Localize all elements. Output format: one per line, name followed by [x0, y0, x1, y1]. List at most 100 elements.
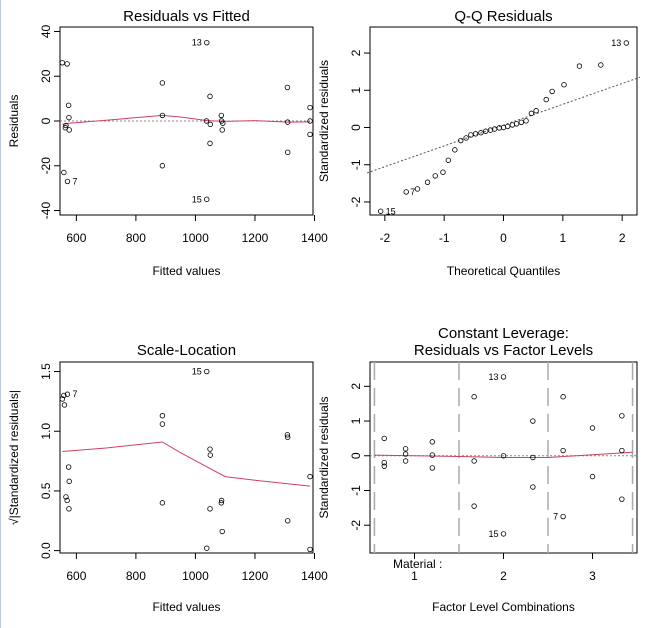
- p2-x-tick-label: 0: [500, 231, 507, 245]
- p1-data-point: [204, 196, 210, 203]
- p4-data-point: [560, 513, 566, 520]
- p1-point-label: 15: [192, 194, 202, 204]
- p3-data-point: [204, 545, 210, 551]
- p4-data-point: [619, 413, 625, 419]
- p2-data-point: [478, 130, 484, 136]
- p2-data-point: [533, 108, 539, 114]
- p3-data-point: [204, 368, 210, 375]
- p3-smoother-line: [62, 441, 311, 487]
- p1-data-point: [285, 149, 291, 156]
- p3-data-point: [307, 473, 313, 480]
- p4-data-point: [429, 439, 435, 445]
- p4-point-label: 7: [553, 512, 558, 522]
- p4-data-point: [429, 465, 435, 471]
- p3-data-point: [207, 446, 213, 452]
- p4-y-tick-label: 0: [349, 452, 363, 459]
- p2-data-point: [452, 147, 458, 153]
- p3-title: Scale-Location: [137, 342, 236, 359]
- p2-y-tick-label: -2: [349, 196, 363, 207]
- p4-y-axis-label: Standardized residuals: [317, 396, 331, 518]
- p1-data-point: [307, 104, 313, 111]
- p3-data-point: [159, 413, 166, 419]
- p4-x-axis-label: Factor Level Combinations: [432, 600, 575, 614]
- p1-data-point: [59, 60, 66, 66]
- p2-data-point: [403, 189, 409, 195]
- p1-data-point: [159, 80, 166, 86]
- p1-x-tick-label: 1400: [301, 231, 328, 245]
- p2-data-point: [463, 135, 469, 141]
- p1-point-label: 7: [72, 176, 77, 186]
- p3-frame: [59, 361, 314, 554]
- p1-point-label: 13: [192, 38, 202, 48]
- p3-data-point: [218, 500, 225, 506]
- p2-data-point: [549, 88, 555, 95]
- p1-x-axis-label: Fitted values: [152, 264, 220, 278]
- p1-data-point: [219, 127, 225, 133]
- p3-data-point: [63, 494, 69, 500]
- p2-data-point: [528, 110, 535, 117]
- p3-data-point: [207, 452, 214, 458]
- p3-data-point: [218, 497, 225, 504]
- p3-x-axis-label: Fitted values: [152, 600, 220, 614]
- p2-data-point: [561, 82, 567, 88]
- p4-title: Constant Leverage:: [438, 325, 569, 342]
- p2-data-point: [513, 121, 520, 127]
- p2-x-tick-label: 2: [619, 231, 626, 245]
- p2-data-point: [432, 173, 438, 179]
- p3-y-tick-label: 1.0: [39, 423, 53, 440]
- p4-data-point: [589, 473, 596, 480]
- p3-data-point: [61, 392, 67, 399]
- p1-data-point: [207, 93, 213, 100]
- p1-x-tick-label: 800: [126, 231, 146, 245]
- p3-data-point: [219, 528, 225, 535]
- p1-x-tick-label: 600: [66, 231, 86, 245]
- p3-y-tick-label: 0.5: [39, 482, 53, 499]
- p3-x-tick-label: 1000: [182, 569, 209, 583]
- p1-data-point: [285, 119, 291, 125]
- p2-data-point: [468, 132, 474, 138]
- p3-data-point: [285, 518, 291, 524]
- p3-data-point: [207, 506, 213, 512]
- p3-y-tick-label: 0.0: [39, 542, 53, 559]
- p1-y-tick-label: -20: [39, 157, 53, 175]
- p4-data-point: [381, 435, 387, 442]
- p1-data-point: [66, 127, 72, 133]
- p3-y-tick-label: 1.5: [39, 363, 53, 380]
- p2-data-point: [504, 123, 511, 130]
- p1-data-point: [159, 163, 166, 169]
- p2-y-tick-label: 0: [349, 124, 363, 131]
- p4-y-tick-label: 1: [349, 417, 363, 424]
- p4-data-point: [500, 374, 507, 380]
- p3-x-tick-label: 800: [126, 569, 146, 583]
- p1-data-point: [204, 39, 210, 46]
- p4-point-label: 15: [488, 529, 498, 539]
- p4-data-point: [500, 453, 507, 459]
- p1-data-point: [284, 84, 291, 91]
- p1-x-tick-label: 1200: [242, 231, 269, 245]
- p2-point-label: 15: [386, 206, 396, 216]
- p2-data-point: [440, 169, 446, 175]
- p2-data-point: [458, 137, 464, 144]
- p1-y-tick-label: 20: [39, 69, 53, 83]
- p2-data-point: [576, 63, 583, 69]
- p1-y-tick-label: -40: [39, 202, 53, 220]
- p2-data-point: [424, 179, 431, 185]
- p3-point-label: 15: [192, 367, 202, 377]
- p1-data-point: [62, 125, 69, 131]
- p3-x-tick-label: 600: [66, 569, 86, 583]
- p4-data-point: [381, 460, 387, 466]
- p4-smoother-line: [374, 451, 633, 458]
- p4-title-line2: Residuals vs Factor Levels: [414, 342, 593, 359]
- p4-data-point: [471, 503, 477, 509]
- p3-data-point: [159, 421, 166, 427]
- p2-data-point: [414, 186, 421, 192]
- p1-data-point: [307, 131, 313, 138]
- p1-data-point: [307, 118, 313, 124]
- p2-data-point: [523, 118, 529, 124]
- p3-point-label: 7: [72, 389, 77, 399]
- p3-data-point: [66, 478, 72, 485]
- p1-data-point: [218, 112, 225, 119]
- p3-data-point: [61, 402, 68, 408]
- p1-data-point: [207, 140, 213, 147]
- p4-data-point: [560, 394, 566, 400]
